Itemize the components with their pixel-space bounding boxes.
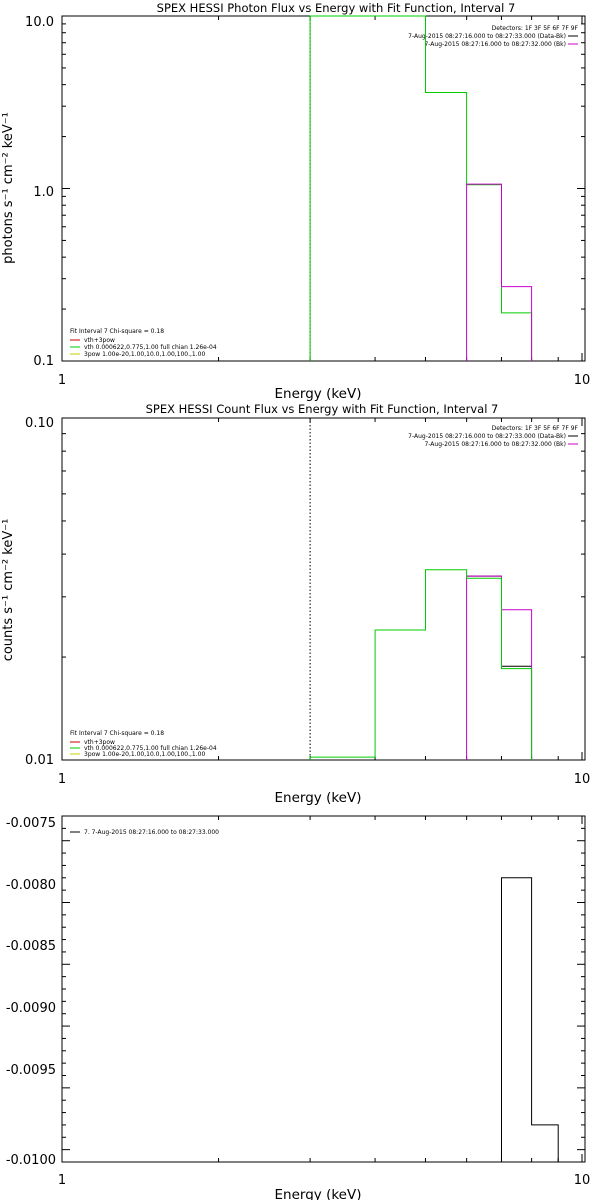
series-layer: [61, 816, 585, 1162]
y-tick-label: -0.0075: [6, 816, 56, 831]
y-tick-label: 1.0: [33, 185, 54, 200]
x-tick-label: 1: [58, 373, 66, 388]
x-tick-label: 10: [574, 373, 591, 388]
series-line: [501, 877, 559, 1162]
legend-entry-label: 7-Aug-2015 08:27:16.000 to 08:27:32.000 …: [424, 441, 566, 448]
y-tick-label: 0.10: [25, 416, 54, 431]
detector-legend: Detectors: 1F 3F 5F 6F 7F 9F 7-Aug-2015 …: [408, 425, 578, 448]
y-tick-label: 0.01: [25, 753, 54, 768]
series-layer: [61, 15, 585, 362]
plot-frame: [61, 815, 586, 1163]
legend-header: Detectors: 1F 3F 5F 6F 7F 9F: [492, 425, 579, 432]
x-axis-label: Energy (keV): [275, 386, 362, 402]
y-tick-label: -0.0090: [6, 1001, 56, 1016]
y-tick-label: -0.0080: [6, 878, 56, 893]
legend-entry-label: 7. 7-Aug-2015 08:27:16.000 to 08:27:33.0…: [84, 829, 219, 836]
chart-title: SPEX HESSI Count Flux vs Energy with Fit…: [146, 402, 499, 416]
plot-frame: [61, 15, 586, 362]
legend-header: Detectors: 1F 3F 5F 6F 7F 9F: [492, 25, 579, 32]
y-tick-label: -0.0100: [6, 1153, 56, 1168]
residual-panel: -0.0075 -0.0080 -0.0085 -0.0090 -0.0095 …: [6, 815, 591, 1200]
legend-entry-label: vth+3pow: [84, 739, 115, 746]
detector-legend: Detectors: 1F 3F 5F 6F 7F 9F 7-Aug-2015 …: [408, 25, 578, 48]
y-tick-label: 10.0: [25, 15, 54, 30]
legend-entry-label: vth+3pow: [84, 337, 115, 344]
interval-legend: 7. 7-Aug-2015 08:27:16.000 to 08:27:33.0…: [70, 829, 219, 836]
legend-entry-label: vth 0.000622,0.775,1.00 full chian 1.26e…: [84, 344, 217, 351]
photon-flux-panel: SPEX HESSI Photon Flux vs Energy with Fi…: [1, 1, 590, 402]
x-axis-label: Energy (keV): [275, 1187, 362, 1200]
fit-legend: Fit Interval 7 Chi-square = 0.18 vth+3po…: [70, 730, 217, 758]
legend-entry-label: 3pow 1.00e-20,1.00,10.0,1.00,100.,1.00: [84, 751, 205, 758]
x-axis-label: Energy (keV): [275, 790, 362, 806]
y-axis-label: counts s⁻¹ cm⁻² keV⁻¹: [1, 519, 16, 662]
chart-title: SPEX HESSI Photon Flux vs Energy with Fi…: [157, 1, 516, 15]
series-line: [309, 569, 533, 760]
series-line: [466, 575, 533, 760]
legend-entry-label: 3pow 1.00e-20,1.00,10.0,1.00,100.,1.00: [84, 351, 205, 358]
plot-frame: [61, 417, 586, 761]
y-axis-label: photons s⁻¹ cm⁻² keV⁻¹: [1, 112, 16, 264]
legend-entry-label: vth 0.000622,0.775,1.00 full chian 1.26e…: [84, 745, 217, 752]
y-tick-label: 0.1: [33, 354, 54, 369]
fit-legend-header: Fit Interval 7 Chi-square = 0.18: [70, 730, 164, 737]
y-tick-label: -0.0085: [6, 939, 56, 954]
fit-legend: Fit Interval 7 Chi-square = 0.18 vth+3po…: [70, 328, 217, 358]
count-flux-panel: SPEX HESSI Count Flux vs Energy with Fit…: [1, 402, 590, 806]
series-line: [466, 575, 532, 667]
y-tick-label: -0.0095: [6, 1063, 56, 1078]
fit-legend-header: Fit Interval 7 Chi-square = 0.18: [70, 328, 164, 335]
x-tick-label: 1: [58, 772, 66, 787]
x-tick-label: 10: [574, 1173, 591, 1188]
series-line: [309, 15, 533, 361]
x-tick-label: 10: [574, 772, 591, 787]
x-tick-label: 1: [58, 1173, 66, 1188]
legend-entry-label: 7-Aug-2015 08:27:16.000 to 08:27:33.000 …: [408, 433, 566, 440]
series-layer: [61, 417, 585, 761]
series-line: [466, 183, 533, 361]
legend-entry-label: 7-Aug-2015 08:27:16.000 to 08:27:32.000 …: [424, 41, 566, 48]
legend-entry-label: 7-Aug-2015 08:27:16.000 to 08:27:33.000 …: [408, 33, 566, 40]
